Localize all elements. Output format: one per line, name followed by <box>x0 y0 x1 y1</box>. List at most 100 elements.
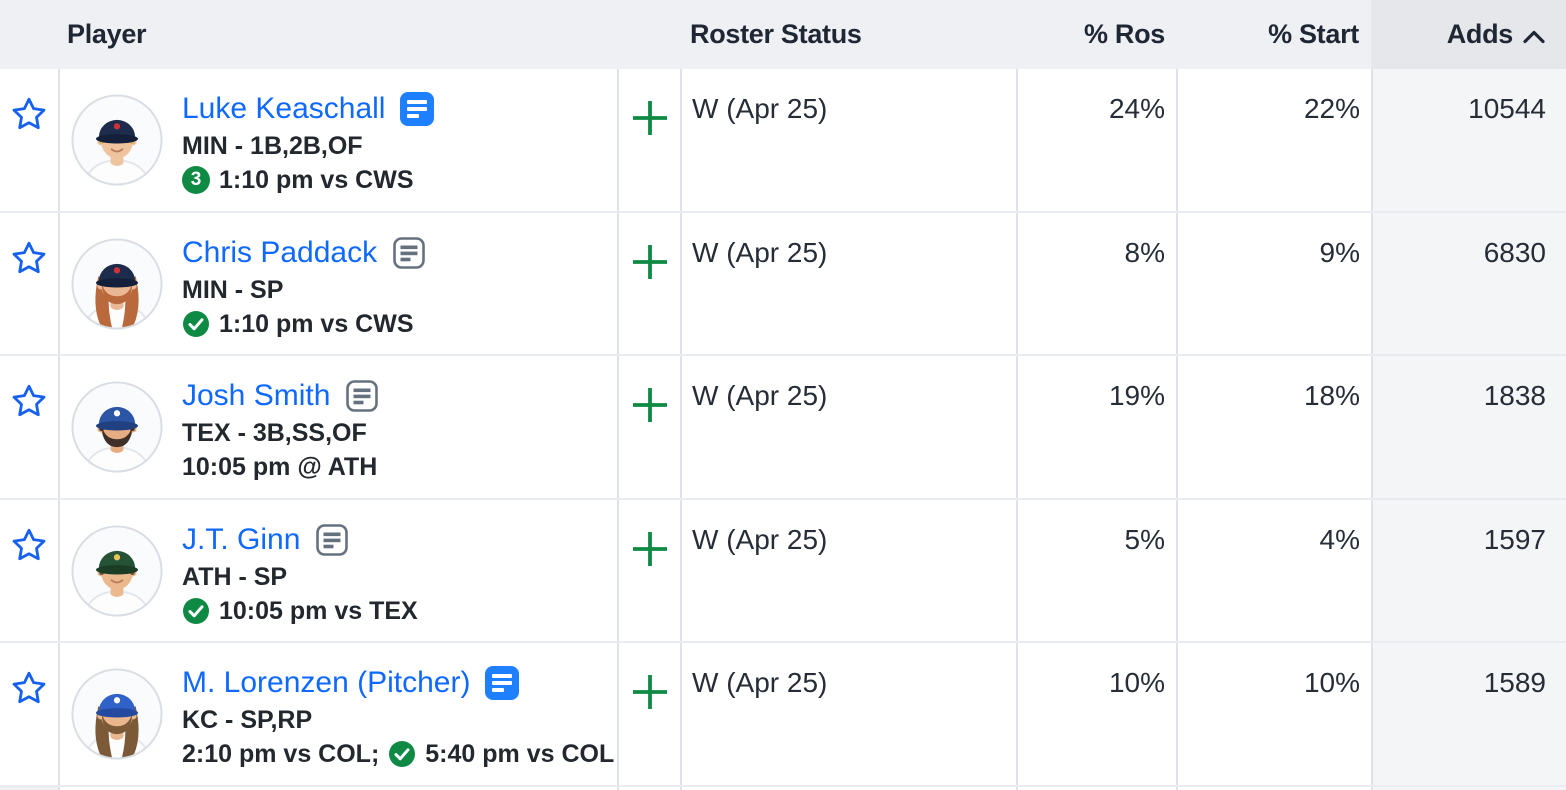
player-cell: Chris Paddack MIN - SP 1:10 pm vs CWS <box>58 213 617 355</box>
player-name-line: Chris Paddack <box>182 235 427 271</box>
note-icon-outline <box>391 235 427 271</box>
player-name-line: J.T. Ginn <box>182 522 418 558</box>
game-info: 2:10 pm vs COL; 5:40 pm vs COL <box>182 739 614 769</box>
watch-star-button[interactable] <box>10 382 48 420</box>
pct-start-value: 18% <box>1176 356 1371 498</box>
partial-next-row <box>0 787 1566 790</box>
roster-status-value: W (Apr 25) <box>680 500 1016 642</box>
watch-star-button[interactable] <box>10 526 48 564</box>
player-name-link[interactable]: Luke Keaschall <box>182 92 385 126</box>
game-info: 1:10 pm vs CWS <box>182 309 427 339</box>
player-team-positions: MIN - 1B,2B,OF <box>182 132 435 160</box>
player-note-icon[interactable] <box>391 235 427 271</box>
pct-ros-value: 8% <box>1016 213 1176 355</box>
header-add-cell <box>617 0 680 69</box>
plus-icon <box>629 528 671 570</box>
pct-start-value: 22% <box>1176 69 1371 211</box>
note-icon-filled <box>484 665 520 701</box>
player-note-icon[interactable] <box>314 522 350 558</box>
add-player-button[interactable] <box>629 384 671 426</box>
player-avatar[interactable] <box>70 667 164 761</box>
player-name-link[interactable]: Chris Paddack <box>182 236 377 270</box>
watch-star-button[interactable] <box>10 95 48 133</box>
header-player: Player <box>58 0 617 69</box>
player-note-icon[interactable] <box>344 378 380 414</box>
pct-ros-value: 5% <box>1016 500 1176 642</box>
adds-value: 1838 <box>1371 356 1566 498</box>
watch-star-button[interactable] <box>10 669 48 707</box>
player-avatar[interactable] <box>70 524 164 618</box>
game-info: 10:05 pm vs TEX <box>182 596 418 626</box>
roster-status-value: W (Apr 25) <box>680 643 1016 785</box>
add-cell <box>617 643 680 785</box>
add-player-button[interactable] <box>629 97 671 139</box>
player-team-positions: MIN - SP <box>182 276 427 304</box>
plus-icon <box>629 384 671 426</box>
star-cell <box>0 69 58 211</box>
player-name-link[interactable]: Josh Smith <box>182 379 330 413</box>
player-team-positions: KC - SP,RP <box>182 706 614 734</box>
add-player-button[interactable] <box>629 671 671 713</box>
plus-icon <box>629 241 671 283</box>
table-row: Chris Paddack MIN - SP 1:10 pm vs CWS W … <box>0 213 1566 357</box>
game-text: 2:10 pm vs COL; <box>182 739 379 769</box>
player-team-positions: TEX - 3B,SS,OF <box>182 419 380 447</box>
game-text: 5:40 pm vs COL <box>425 739 614 769</box>
adds-value: 10544 <box>1371 69 1566 211</box>
roster-status-value: W (Apr 25) <box>680 69 1016 211</box>
star-cell <box>0 213 58 355</box>
confirmed-starter-check-icon <box>388 740 416 768</box>
player-info: J.T. Ginn ATH - SP 10:05 pm vs TEX <box>164 520 418 642</box>
table-row: M. Lorenzen (Pitcher) KC - SP,RP 2:10 pm… <box>0 643 1566 787</box>
table-row: Josh Smith TEX - 3B,SS,OF 10:05 pm @ ATH… <box>0 356 1566 500</box>
player-avatar[interactable] <box>70 380 164 474</box>
add-player-button[interactable] <box>629 241 671 283</box>
header-pct-start[interactable]: % Start <box>1176 0 1371 69</box>
player-name-line: M. Lorenzen (Pitcher) <box>182 665 614 701</box>
note-icon-outline <box>344 378 380 414</box>
player-cell: M. Lorenzen (Pitcher) KC - SP,RP 2:10 pm… <box>58 643 617 785</box>
player-name-link[interactable]: J.T. Ginn <box>182 523 300 557</box>
roster-status-value: W (Apr 25) <box>680 213 1016 355</box>
star-cell <box>0 643 58 785</box>
header-adds[interactable]: Adds <box>1371 0 1566 69</box>
pct-start-value: 9% <box>1176 213 1371 355</box>
header-adds-label: Adds <box>1447 19 1513 50</box>
pct-ros-value: 19% <box>1016 356 1176 498</box>
add-cell <box>617 356 680 498</box>
roster-status-value: W (Apr 25) <box>680 356 1016 498</box>
note-icon-filled <box>399 91 435 127</box>
game-text: 10:05 pm @ ATH <box>182 452 377 482</box>
header-pct-ros[interactable]: % Ros <box>1016 0 1176 69</box>
player-note-icon[interactable] <box>484 665 520 701</box>
note-icon-outline <box>314 522 350 558</box>
player-avatar[interactable] <box>70 93 164 187</box>
add-player-button[interactable] <box>629 528 671 570</box>
pct-ros-value: 10% <box>1016 643 1176 785</box>
player-avatar[interactable] <box>70 237 164 331</box>
star-icon <box>10 526 48 564</box>
pct-ros-value: 24% <box>1016 69 1176 211</box>
player-name-link[interactable]: M. Lorenzen (Pitcher) <box>182 666 470 700</box>
player-cell: J.T. Ginn ATH - SP 10:05 pm vs TEX <box>58 500 617 642</box>
table-header: Player Roster Status % Ros % Start Adds <box>0 0 1566 69</box>
player-name-line: Josh Smith <box>182 378 380 414</box>
add-cell <box>617 500 680 642</box>
star-icon <box>10 669 48 707</box>
player-note-icon[interactable] <box>399 91 435 127</box>
table-row: J.T. Ginn ATH - SP 10:05 pm vs TEX W (Ap… <box>0 500 1566 644</box>
plus-icon <box>629 97 671 139</box>
batting-order-badge: 3 <box>182 166 210 194</box>
game-text: 10:05 pm vs TEX <box>219 596 418 626</box>
add-cell <box>617 69 680 211</box>
adds-value: 6830 <box>1371 213 1566 355</box>
star-icon <box>10 239 48 277</box>
watch-star-button[interactable] <box>10 239 48 277</box>
add-cell <box>617 213 680 355</box>
player-name-line: Luke Keaschall <box>182 91 435 127</box>
